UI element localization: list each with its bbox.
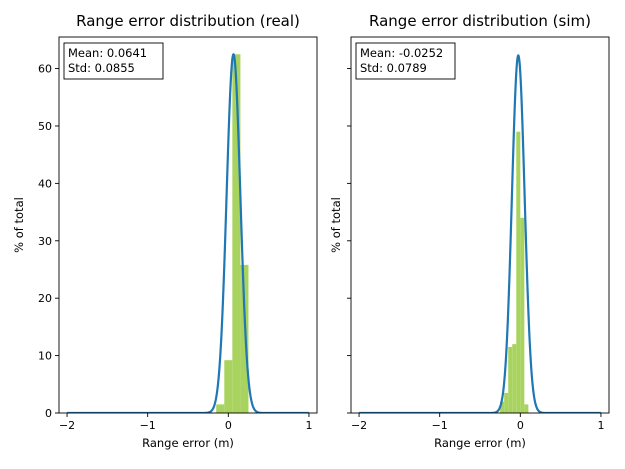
- stats-std-text: Std: 0.0855: [68, 61, 135, 75]
- x-tick-label: 0: [517, 419, 524, 432]
- x-tick-label: −2: [59, 419, 75, 432]
- y-tick-label: 10: [38, 350, 52, 363]
- chart-title: Range error distribution (real): [76, 12, 300, 30]
- y-tick-label: 0: [45, 407, 52, 420]
- y-tick-label: 60: [38, 63, 52, 76]
- y-tick-label: 30: [38, 235, 52, 248]
- histogram-bar: [240, 264, 249, 413]
- y-axis-label: % of total: [329, 197, 343, 253]
- plot-area: [358, 54, 602, 413]
- histogram-bar: [224, 360, 233, 413]
- stats-std-text: Std: 0.0789: [360, 61, 427, 75]
- histogram-bar: [232, 54, 241, 413]
- histogram-bar: [524, 404, 529, 413]
- y-axis-label: % of total: [12, 197, 26, 253]
- histogram-bar: [516, 131, 521, 413]
- stats-mean-text: Mean: 0.0641: [68, 46, 147, 60]
- chart-title: Range error distribution (sim): [369, 12, 591, 30]
- y-tick-label: 40: [38, 177, 52, 190]
- x-tick-label: 1: [597, 419, 604, 432]
- y-tick-label: 20: [38, 292, 52, 305]
- histogram-bar: [500, 401, 505, 413]
- x-tick-label: −2: [351, 419, 367, 432]
- histogram-bar: [508, 346, 513, 413]
- histogram-bar: [504, 392, 509, 413]
- x-tick-label: 1: [305, 419, 312, 432]
- histogram-bar: [512, 344, 517, 413]
- axes-frame: [350, 36, 610, 414]
- x-tick-label: 0: [225, 419, 232, 432]
- y-tick-label: 50: [38, 120, 52, 133]
- x-tick-label: −1: [140, 419, 156, 432]
- stats-box: [63, 42, 164, 80]
- chart-panel-2: −2 −1 0 1 Range error distribution (sim) Rang…: [329, 12, 610, 450]
- x-tick-label: −1: [432, 419, 448, 432]
- x-axis-label: Range error (m): [142, 436, 234, 450]
- histogram-bar: [216, 404, 225, 413]
- stats-box: [355, 42, 456, 80]
- fit-curve-line: [358, 54, 602, 413]
- plot-area: [66, 53, 310, 413]
- x-axis-label: Range error (m): [434, 436, 526, 450]
- axes-frame: [58, 36, 318, 414]
- histogram-bar: [520, 217, 525, 413]
- stats-mean-text: Mean: -0.0252: [360, 46, 443, 60]
- fit-curve-line: [66, 53, 310, 413]
